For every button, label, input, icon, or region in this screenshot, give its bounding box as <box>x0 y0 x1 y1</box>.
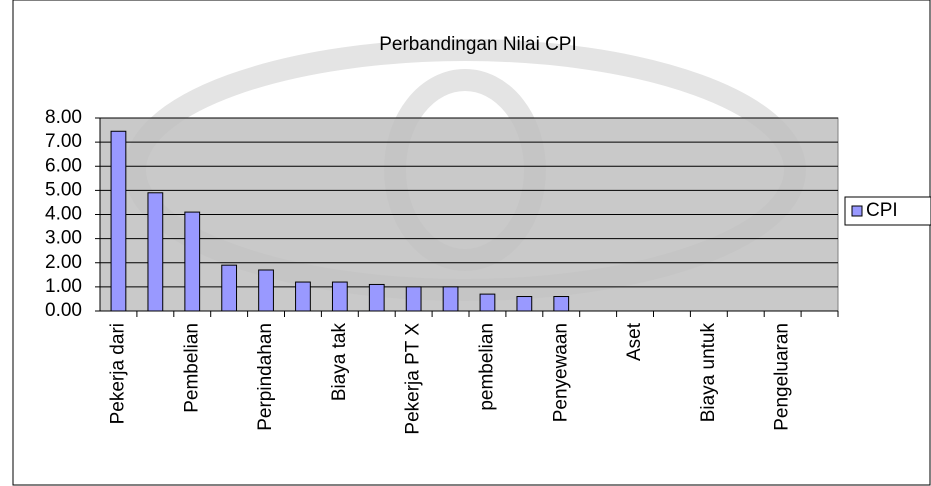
bar <box>185 212 200 311</box>
x-tick-label: Aset <box>624 322 645 361</box>
x-tick-label: Biaya tak <box>329 323 350 402</box>
x-tick-label: Biaya untuk <box>698 323 719 423</box>
bar <box>222 265 237 311</box>
x-tick-label: Pengeluaran <box>772 323 793 431</box>
bar <box>259 270 274 311</box>
x-tick-label: Perpindahan <box>255 323 276 431</box>
bar <box>517 297 532 311</box>
y-tick-label: 3.00 <box>45 228 82 249</box>
x-tick-label: Pekerja dari <box>107 323 128 424</box>
bar <box>296 282 311 311</box>
bar <box>480 294 495 311</box>
chart: Perbandingan Nilai CPI 0.00 1.00 2.00 3.00 4… <box>0 0 931 486</box>
y-tick-label: 0.00 <box>45 300 82 321</box>
bar <box>406 287 421 311</box>
y-tick-label: 2.00 <box>45 252 82 273</box>
legend-swatch <box>852 206 862 216</box>
bar <box>148 193 163 311</box>
x-tick-label: pembelian <box>476 323 497 411</box>
x-tick-label: Pekerja PT X <box>403 323 424 435</box>
bar <box>111 131 126 311</box>
bar <box>332 282 347 311</box>
chart-title: Perbandingan Nilai CPI <box>379 34 577 55</box>
x-tick-label: Pembelian <box>181 323 202 413</box>
bar <box>369 284 384 311</box>
x-tick-label: Penyewaan <box>550 323 571 422</box>
y-tick-label: 6.00 <box>45 155 82 176</box>
y-tick-label: 8.00 <box>45 107 82 128</box>
page: {"chart_data": {"type": "bar", "title": … <box>0 0 931 486</box>
bar <box>554 297 569 311</box>
y-tick-label: 1.00 <box>45 276 82 297</box>
y-tick-label: 7.00 <box>45 131 82 152</box>
y-tick-label: 5.00 <box>45 179 82 200</box>
legend-label: CPI <box>866 200 898 221</box>
y-tick-label: 4.00 <box>45 204 82 225</box>
bar <box>443 287 458 311</box>
